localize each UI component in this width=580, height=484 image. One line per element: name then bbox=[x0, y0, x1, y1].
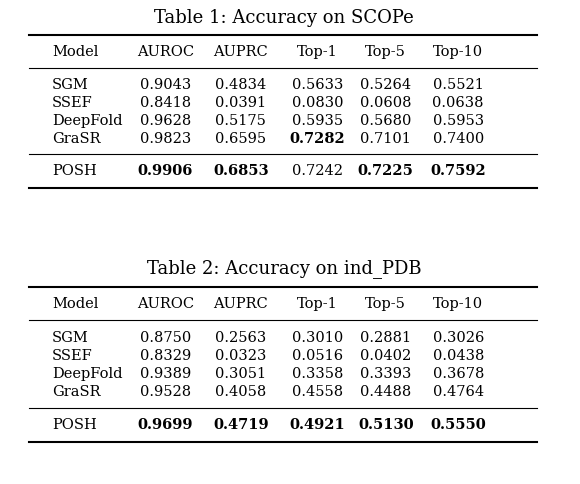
Text: AUPRC: AUPRC bbox=[213, 297, 268, 311]
Text: POSH: POSH bbox=[52, 164, 97, 178]
Text: 0.3358: 0.3358 bbox=[292, 367, 343, 380]
Text: Top-10: Top-10 bbox=[433, 297, 483, 311]
Text: 0.3678: 0.3678 bbox=[433, 367, 484, 380]
Text: 0.4719: 0.4719 bbox=[213, 418, 269, 432]
Text: 0.9043: 0.9043 bbox=[140, 78, 191, 92]
Text: 0.3026: 0.3026 bbox=[433, 331, 484, 345]
Text: 0.2563: 0.2563 bbox=[215, 331, 266, 345]
Text: 0.7282: 0.7282 bbox=[289, 132, 345, 146]
Text: 0.5521: 0.5521 bbox=[433, 78, 484, 92]
Text: 0.4488: 0.4488 bbox=[360, 385, 411, 398]
Text: 0.3393: 0.3393 bbox=[360, 367, 411, 380]
Text: 0.4058: 0.4058 bbox=[215, 385, 266, 398]
Text: Top-1: Top-1 bbox=[297, 297, 338, 311]
Text: 0.8329: 0.8329 bbox=[140, 349, 191, 363]
Text: 0.9906: 0.9906 bbox=[137, 164, 193, 178]
Text: POSH: POSH bbox=[52, 418, 97, 432]
Text: 0.9699: 0.9699 bbox=[137, 418, 193, 432]
Text: AUPRC: AUPRC bbox=[213, 45, 268, 59]
Text: Top-1: Top-1 bbox=[297, 45, 338, 59]
Text: 0.0516: 0.0516 bbox=[292, 349, 343, 363]
Text: 0.4834: 0.4834 bbox=[215, 78, 266, 92]
Text: 0.4921: 0.4921 bbox=[289, 418, 345, 432]
Text: DeepFold: DeepFold bbox=[52, 114, 123, 128]
Text: 0.5264: 0.5264 bbox=[360, 78, 411, 92]
Text: Model: Model bbox=[52, 297, 99, 311]
Text: 0.7592: 0.7592 bbox=[430, 164, 486, 178]
Text: 0.4764: 0.4764 bbox=[433, 385, 484, 398]
Text: 0.6853: 0.6853 bbox=[213, 164, 269, 178]
Text: SSEF: SSEF bbox=[52, 349, 93, 363]
Text: 0.9823: 0.9823 bbox=[140, 132, 191, 146]
Text: 0.8418: 0.8418 bbox=[140, 96, 191, 110]
Text: SSEF: SSEF bbox=[52, 96, 93, 110]
Text: Top-5: Top-5 bbox=[365, 45, 406, 59]
Text: 0.0391: 0.0391 bbox=[215, 96, 266, 110]
Text: SGM: SGM bbox=[52, 331, 89, 345]
Text: Model: Model bbox=[52, 45, 99, 59]
Text: 0.5680: 0.5680 bbox=[360, 114, 411, 128]
Text: 0.0638: 0.0638 bbox=[433, 96, 484, 110]
Text: 0.5633: 0.5633 bbox=[292, 78, 343, 92]
Text: 0.0608: 0.0608 bbox=[360, 96, 411, 110]
Text: 0.4558: 0.4558 bbox=[292, 385, 343, 398]
Text: 0.0323: 0.0323 bbox=[215, 349, 266, 363]
Text: 0.0438: 0.0438 bbox=[433, 349, 484, 363]
Text: Top-5: Top-5 bbox=[365, 297, 406, 311]
Text: 0.5550: 0.5550 bbox=[430, 418, 486, 432]
Text: 0.7225: 0.7225 bbox=[358, 164, 414, 178]
Text: 0.5130: 0.5130 bbox=[358, 418, 414, 432]
Text: AUROC: AUROC bbox=[137, 297, 194, 311]
Text: 0.9628: 0.9628 bbox=[140, 114, 191, 128]
Text: 0.3051: 0.3051 bbox=[215, 367, 266, 380]
Text: SGM: SGM bbox=[52, 78, 89, 92]
Text: 0.5953: 0.5953 bbox=[433, 114, 484, 128]
Text: 0.9389: 0.9389 bbox=[140, 367, 191, 380]
Text: 0.6595: 0.6595 bbox=[215, 132, 266, 146]
Text: 0.5175: 0.5175 bbox=[215, 114, 266, 128]
Text: Table 1: Accuracy on SCOPe: Table 1: Accuracy on SCOPe bbox=[154, 9, 414, 27]
Text: Table 2: Accuracy on ind_PDB: Table 2: Accuracy on ind_PDB bbox=[147, 258, 422, 278]
Text: 0.7242: 0.7242 bbox=[292, 164, 343, 178]
Text: 0.3010: 0.3010 bbox=[292, 331, 343, 345]
Text: AUROC: AUROC bbox=[137, 45, 194, 59]
Text: 0.8750: 0.8750 bbox=[140, 331, 191, 345]
Text: 0.0402: 0.0402 bbox=[360, 349, 411, 363]
Text: Top-10: Top-10 bbox=[433, 45, 483, 59]
Text: DeepFold: DeepFold bbox=[52, 367, 123, 380]
Text: GraSR: GraSR bbox=[52, 132, 101, 146]
Text: 0.7101: 0.7101 bbox=[360, 132, 411, 146]
Text: 0.9528: 0.9528 bbox=[140, 385, 191, 398]
Text: 0.2881: 0.2881 bbox=[360, 331, 411, 345]
Text: 0.0830: 0.0830 bbox=[292, 96, 343, 110]
Text: 0.7400: 0.7400 bbox=[433, 132, 484, 146]
Text: GraSR: GraSR bbox=[52, 385, 101, 398]
Text: 0.5935: 0.5935 bbox=[292, 114, 343, 128]
